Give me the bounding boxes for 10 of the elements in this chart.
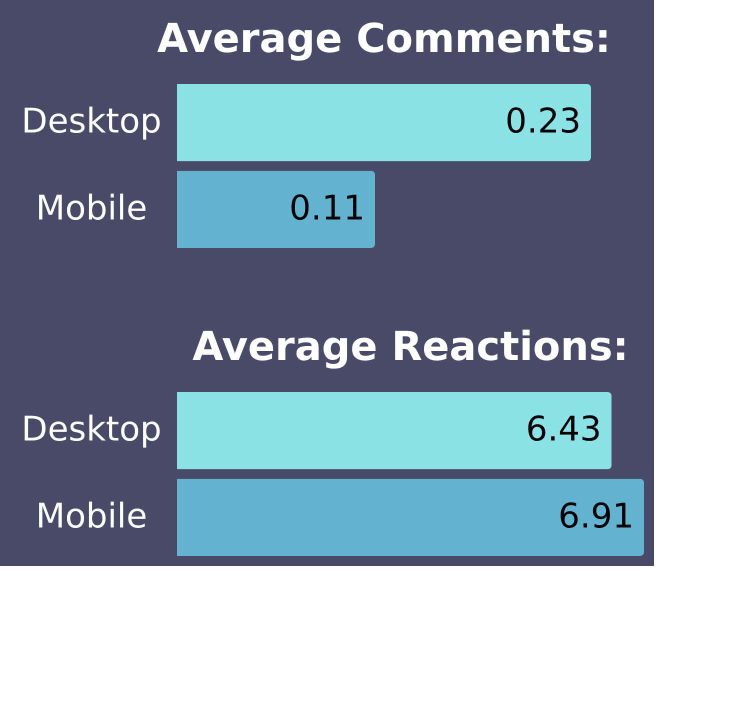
y-tick-label: Desktop — [21, 102, 162, 142]
chart-title: Average Reactions: — [192, 324, 629, 370]
chart-title: Average Comments: — [157, 16, 611, 62]
data-label: 6.91 — [558, 496, 634, 536]
data-label: 0.23 — [505, 102, 581, 142]
y-tick-label: Mobile — [36, 188, 148, 228]
data-label: 6.43 — [526, 410, 602, 450]
y-tick-label: Mobile — [36, 496, 148, 536]
data-label: 0.11 — [289, 188, 365, 228]
y-tick-label: Desktop — [21, 410, 162, 450]
